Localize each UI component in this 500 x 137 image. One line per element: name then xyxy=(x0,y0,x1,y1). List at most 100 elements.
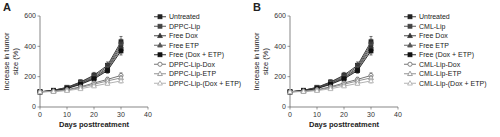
series-line xyxy=(40,44,121,92)
marker-triangle xyxy=(38,89,43,93)
y-tick xyxy=(38,16,41,17)
error-bar xyxy=(120,44,123,52)
error-bar xyxy=(370,44,373,52)
marker-triangle xyxy=(78,86,83,90)
x-tick xyxy=(67,107,68,110)
error-bar-cap xyxy=(370,46,373,47)
error-bar-cap xyxy=(106,61,109,62)
legend-label: Free (Dox + ETP) xyxy=(419,51,474,59)
series-line xyxy=(40,51,121,92)
legend-item: Free ETP xyxy=(404,42,449,49)
y-tick xyxy=(38,46,41,47)
marker-triangle xyxy=(408,43,413,47)
series xyxy=(38,42,124,94)
marker-triangle xyxy=(301,88,306,92)
legend-item: Untreated xyxy=(404,13,450,20)
marker-square xyxy=(158,53,162,57)
legend-label: CML-Lip-(Dox + ETP) xyxy=(419,80,486,88)
y-tick-label: 0 xyxy=(32,103,36,110)
marker-triangle xyxy=(369,78,374,82)
marker-triangle xyxy=(355,81,360,85)
marker-triangle xyxy=(342,76,347,80)
marker-square xyxy=(38,90,42,94)
error-bar xyxy=(93,76,96,81)
error-bar-cap xyxy=(120,46,123,47)
error-bar xyxy=(370,79,373,83)
marker-circle xyxy=(301,89,305,93)
x-tick-label: 0 xyxy=(288,111,292,118)
legend-item: DPPC-Lip-ETP xyxy=(154,70,216,78)
error-bar xyxy=(106,68,109,73)
marker-square xyxy=(38,90,42,94)
x-tick-label: 40 xyxy=(144,111,152,118)
marker-triangle xyxy=(92,83,97,87)
series-line xyxy=(290,51,371,92)
error-bar-cap xyxy=(370,54,373,55)
marker-square xyxy=(369,49,373,53)
marker-triangle xyxy=(105,81,110,85)
series xyxy=(288,47,373,94)
marker-square xyxy=(38,90,42,94)
legend-item: DPPC-Lip-Dox xyxy=(154,61,215,69)
error-bar-cap xyxy=(120,36,123,37)
marker-triangle xyxy=(315,88,320,92)
x-tick xyxy=(121,107,122,110)
series xyxy=(38,36,123,93)
x-tick-label: 30 xyxy=(117,111,125,118)
legend-label: Untreated xyxy=(419,13,450,20)
marker-square xyxy=(356,69,360,73)
y-tick-label: 200 xyxy=(274,73,286,80)
series xyxy=(288,44,374,93)
series-line xyxy=(290,81,371,92)
x-tick xyxy=(94,107,95,110)
chart: A0200400600010203040Days posttreatmentIn… xyxy=(0,0,500,137)
legend-item: CML-Lip-Dox xyxy=(404,61,461,69)
error-bar xyxy=(343,77,346,81)
error-bar-cap xyxy=(120,44,123,45)
y-tick-label: 0 xyxy=(282,103,286,110)
marker-circle xyxy=(65,88,69,92)
x-tick-label: 20 xyxy=(340,111,348,118)
y-tick xyxy=(288,46,291,47)
series-line xyxy=(290,42,371,92)
marker-triangle xyxy=(328,86,333,90)
y-tick xyxy=(288,16,291,17)
series xyxy=(288,36,373,93)
error-bar-cap xyxy=(370,36,373,37)
series-line xyxy=(290,49,371,92)
y-tick xyxy=(288,76,291,77)
marker-triangle xyxy=(51,89,56,93)
legend-item: CML-Lip xyxy=(404,23,446,31)
legend-label: DPPC-Lip xyxy=(169,23,200,31)
marker-triangle xyxy=(158,71,163,75)
x-tick-label: 30 xyxy=(367,111,375,118)
marker-triangle xyxy=(51,88,56,92)
x-tick xyxy=(317,107,318,110)
x-tick-label: 10 xyxy=(63,111,71,118)
y-tick xyxy=(288,107,291,108)
legend-label: DPPC-Lip-ETP xyxy=(169,70,216,78)
error-bar xyxy=(93,77,96,81)
x-tick xyxy=(344,107,345,110)
error-bar-cap xyxy=(120,54,123,55)
legend-item: Free Dox xyxy=(404,32,448,39)
error-bar xyxy=(356,68,359,73)
legend-label: CML-Lip xyxy=(419,23,446,31)
plot-area xyxy=(288,36,374,93)
legend-item: CML-Lip-ETP xyxy=(404,70,462,78)
marker-triangle xyxy=(301,89,306,93)
series xyxy=(288,75,374,93)
y-axis-label: Increase in tumorsize (%) xyxy=(252,32,270,90)
marker-triangle xyxy=(315,88,320,92)
legend-label: CML-Lip-Dox xyxy=(419,61,461,69)
panel: B0200400600010203040Days posttreatmentIn… xyxy=(252,1,486,129)
marker-circle xyxy=(288,90,292,94)
legend-label: DPPC-Lip-Dox xyxy=(169,61,215,69)
series xyxy=(38,39,123,94)
x-tick-label: 40 xyxy=(394,111,402,118)
series xyxy=(38,78,124,93)
x-tick xyxy=(371,107,372,110)
marker-circle xyxy=(408,62,412,66)
error-bar-cap xyxy=(120,39,123,40)
error-bar-cap xyxy=(120,41,123,42)
